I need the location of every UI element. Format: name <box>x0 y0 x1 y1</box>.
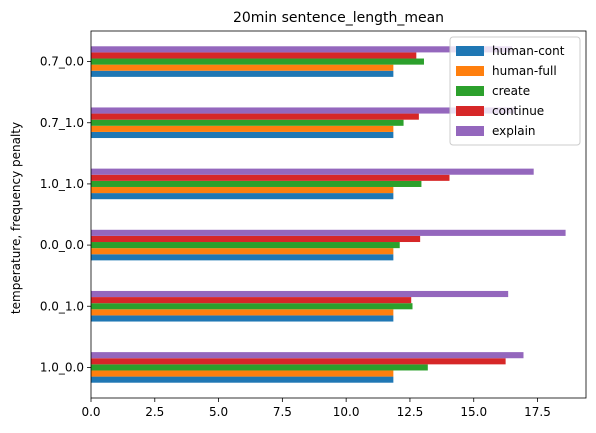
bar-human-cont-1.0_1.0 <box>91 193 394 200</box>
bar-create-0.7_1.0 <box>91 119 404 126</box>
bar-human-full-1.0_1.0 <box>91 186 394 194</box>
bar-continue-0.7_1.0 <box>91 113 419 120</box>
x-tick-label: 12.5 <box>397 405 424 419</box>
y-tick-label: 1.0_0.0 <box>40 360 84 374</box>
bar-continue-0.0_1.0 <box>91 297 412 304</box>
bar-explain-1.0_1.0 <box>91 168 534 175</box>
plot-area: 1.0_0.0 0.0_1.0 0.0_0.0 1.0_1.0 0.7_1.0 0.7_0… <box>40 30 587 419</box>
x-tick-label: 0.0 <box>81 405 100 419</box>
legend-label-human-full: human-full <box>492 64 557 78</box>
legend: human-cont human-full create continue explai… <box>449 36 581 146</box>
bar-continue-0.0_0.0 <box>91 235 421 243</box>
legend-label-continue: continue <box>492 104 544 118</box>
y-tick-label: 1.0_1.0 <box>40 177 84 191</box>
y-tick-label: 0.7_0.0 <box>40 55 84 69</box>
legend-swatch-human-cont <box>456 46 484 56</box>
plot-frame <box>90 30 587 399</box>
chart-title: 20min sentence_length_mean <box>233 10 444 26</box>
x-tick-label: 2.5 <box>145 405 164 419</box>
bar-human-full-1.0_0.0 <box>91 370 394 377</box>
x-tick-label: 15.0 <box>460 405 487 419</box>
bar-human-cont-0.7_0.0 <box>91 70 394 77</box>
bar-human-cont-1.0_0.0 <box>91 376 394 383</box>
legend-label-create: create <box>492 84 530 98</box>
bar-human-full-0.7_1.0 <box>91 125 394 132</box>
legend-box <box>449 36 581 146</box>
bar-continue-1.0_1.0 <box>91 174 450 181</box>
legend-label-explain: explain <box>492 124 536 138</box>
legend-swatch-explain <box>456 126 484 136</box>
x-tick-label: 17.5 <box>524 405 551 419</box>
bar-explain-0.0_0.0 <box>91 229 566 236</box>
bar-create-0.0_0.0 <box>91 242 400 249</box>
bar-continue-1.0_0.0 <box>91 358 506 365</box>
bar-explain-0.7_0.0 <box>91 46 513 53</box>
x-tick-label: 5.0 <box>209 405 228 419</box>
bar-create-0.7_0.0 <box>91 58 424 65</box>
bar-explain-0.0_1.0 <box>91 290 509 298</box>
legend-swatch-human-full <box>456 66 484 76</box>
y-tick-label: 0.0_1.0 <box>40 299 84 313</box>
bar-explain-1.0_0.0 <box>91 352 524 359</box>
bar-human-cont-0.0_1.0 <box>91 315 394 322</box>
x-tick-label: 10.0 <box>333 405 360 419</box>
bar-human-full-0.0_1.0 <box>91 309 394 316</box>
x-tick-label: 7.5 <box>273 405 292 419</box>
bar-explain-0.7_1.0 <box>91 107 515 114</box>
bar-create-1.0_0.0 <box>91 364 428 371</box>
bar-human-cont-0.0_0.0 <box>91 254 394 261</box>
bar-create-0.0_1.0 <box>91 303 413 310</box>
bar-create-1.0_1.0 <box>91 180 422 187</box>
legend-label-human-cont: human-cont <box>492 44 565 58</box>
y-tick-label: 0.0_0.0 <box>40 238 84 252</box>
y-tick-label: 0.7_1.0 <box>40 116 84 130</box>
legend-swatch-continue <box>456 106 484 116</box>
legend-swatch-create <box>456 86 484 96</box>
bar-continue-0.7_0.0 <box>91 52 417 59</box>
bar-human-full-0.7_0.0 <box>91 64 394 71</box>
bar-human-cont-0.7_1.0 <box>91 131 394 139</box>
bar-human-full-0.0_0.0 <box>91 248 394 255</box>
y-axis-label: temperature, frequency penalty <box>9 122 23 314</box>
